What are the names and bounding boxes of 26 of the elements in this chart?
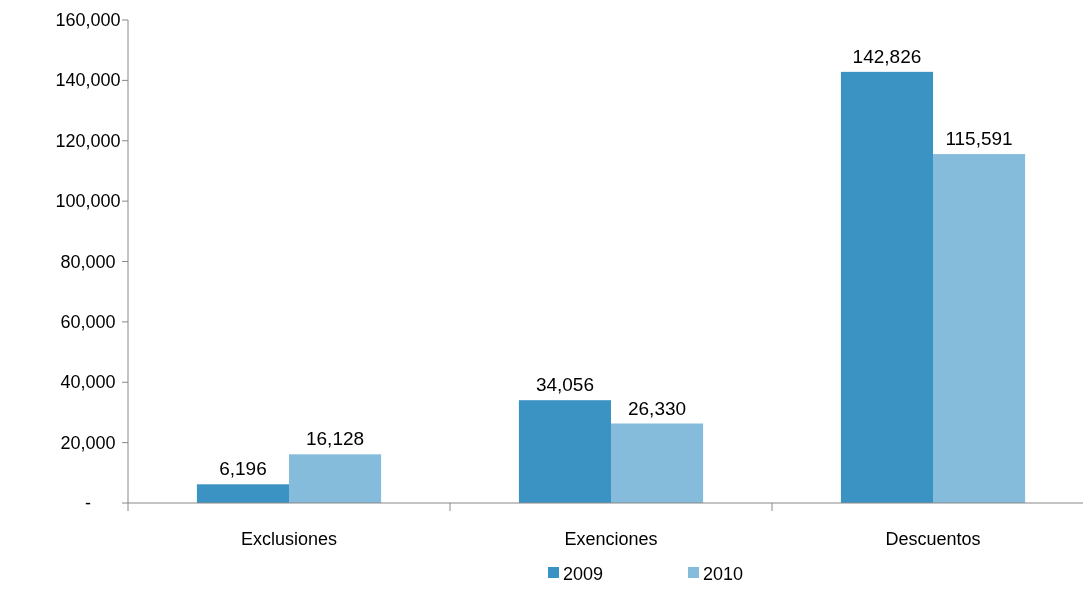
data-label: 115,591	[945, 128, 1013, 150]
y-tick-label: 160,000	[55, 10, 121, 30]
y-tick-label: 60,000	[60, 311, 116, 332]
y-tick-label: 140,000	[55, 70, 121, 91]
y-tick-label: 120,000	[55, 130, 121, 151]
y-tick-label: 40,000	[60, 372, 116, 393]
y-tick-label: 100,000	[55, 191, 121, 212]
data-label: 16,128	[305, 428, 365, 450]
y-tick-label: 20,000	[60, 432, 116, 453]
legend-label: 2009	[563, 564, 604, 584]
y-tick-label: 80,000	[60, 251, 116, 272]
legend-label: 2010	[703, 564, 744, 584]
data-label: 6,196	[219, 458, 267, 480]
data-label: 34,056	[535, 374, 595, 396]
data-label: 142,826	[852, 45, 922, 67]
x-tick-label: Descuentos	[885, 529, 981, 549]
y-tick-label: -	[85, 493, 91, 513]
bar	[840, 71, 933, 503]
bar	[611, 423, 704, 503]
data-label: 26,330	[627, 397, 687, 419]
bar	[196, 484, 289, 503]
bar	[518, 400, 611, 503]
x-tick-label: Exenciones	[564, 529, 658, 549]
x-tick-label: Exclusiones	[240, 529, 338, 549]
bar	[289, 454, 382, 503]
bar	[933, 154, 1026, 503]
